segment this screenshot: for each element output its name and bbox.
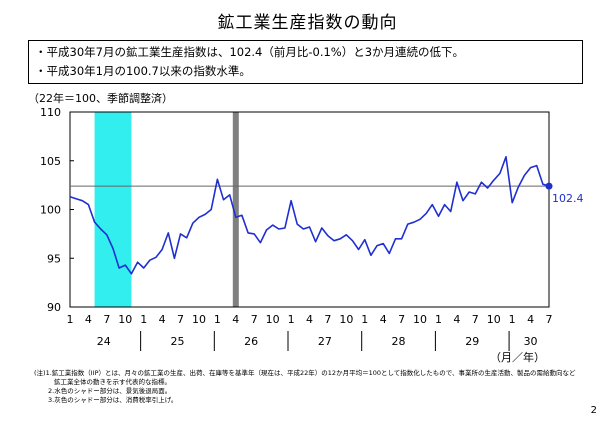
x-tick-label: 1 <box>435 313 442 326</box>
x-axis-label: （月／年） <box>490 350 545 364</box>
summary-box: ・平成30年7月の鉱工業生産指数は、102.4（前月比-0.1%）と3か月連続の… <box>28 40 583 84</box>
unit-note: （22年＝100、季節調整済） <box>28 92 173 105</box>
x-tick-label: 1 <box>288 313 295 326</box>
x-tick-label: 4 <box>380 313 387 326</box>
x-tick-label: 1 <box>140 313 147 326</box>
page-number: 2 <box>590 405 597 416</box>
x-tick-label: 7 <box>177 313 184 326</box>
x-tick-label: 10 <box>413 313 427 326</box>
footnote: 鉱工業全体の動きを示す代表的な指標。 <box>54 378 171 386</box>
x-year-label: 26 <box>244 335 258 348</box>
footnote: 2.水色のシャドー部分は、景気後退局面。 <box>48 387 172 395</box>
y-tick-label: 100 <box>40 204 61 217</box>
x-year-label: 24 <box>97 335 111 348</box>
x-tick-label: 4 <box>453 313 460 326</box>
footnote: (注)1.鉱工業指数（IIP）とは、月々の鉱工業の生産、出荷、在庫等を基準年（現… <box>34 369 576 377</box>
x-tick-label: 7 <box>546 313 553 326</box>
footnote: 3.灰色のシャドー部分は、消費税率引上げ。 <box>48 396 178 404</box>
x-tick-label: 4 <box>232 313 239 326</box>
x-tick-label: 7 <box>398 313 405 326</box>
x-tick-label: 7 <box>324 313 331 326</box>
x-tick-label: 1 <box>214 313 221 326</box>
x-tick-label: 4 <box>306 313 313 326</box>
x-tick-label: 4 <box>85 313 92 326</box>
plot-frame <box>69 111 550 308</box>
y-tick-label: 110 <box>40 106 61 119</box>
x-tick-label: 1 <box>67 313 74 326</box>
latest-value-label: 102.4 <box>552 192 584 205</box>
index-series-line <box>69 155 550 275</box>
x-tick-label: 7 <box>472 313 479 326</box>
x-year-label: 27 <box>318 335 332 348</box>
tax-hike-shade <box>232 112 239 307</box>
x-tick-label: 10 <box>266 313 280 326</box>
y-tick-label: 90 <box>47 301 61 314</box>
page-title: 鉱工業生産指数の動向 <box>217 13 398 33</box>
x-tick-label: 7 <box>103 313 110 326</box>
summary-line: ・平成30年1月の100.7以来の指数水準。 <box>35 64 251 78</box>
x-tick-label: 1 <box>509 313 516 326</box>
x-tick-label: 7 <box>251 313 258 326</box>
x-year-label: 28 <box>392 335 406 348</box>
x-tick-label: 10 <box>118 313 132 326</box>
recession-shade <box>94 112 132 307</box>
latest-value-marker <box>545 182 553 190</box>
x-tick-label: 10 <box>339 313 353 326</box>
x-tick-label: 10 <box>487 313 501 326</box>
x-tick-label: 1 <box>361 313 368 326</box>
y-tick-label: 105 <box>40 155 61 168</box>
x-year-label: 30 <box>524 335 538 348</box>
summary-line: ・平成30年7月の鉱工業生産指数は、102.4（前月比-0.1%）と3か月連続の… <box>35 45 465 59</box>
x-year-label: 29 <box>465 335 479 348</box>
x-tick-label: 4 <box>159 313 166 326</box>
x-year-label: 25 <box>170 335 184 348</box>
x-tick-label: 10 <box>192 313 206 326</box>
x-tick-label: 4 <box>527 313 534 326</box>
footnotes: (注)1.鉱工業指数（IIP）とは、月々の鉱工業の生産、出荷、在庫等を基準年（現… <box>34 369 594 405</box>
y-tick-label: 95 <box>47 252 61 265</box>
